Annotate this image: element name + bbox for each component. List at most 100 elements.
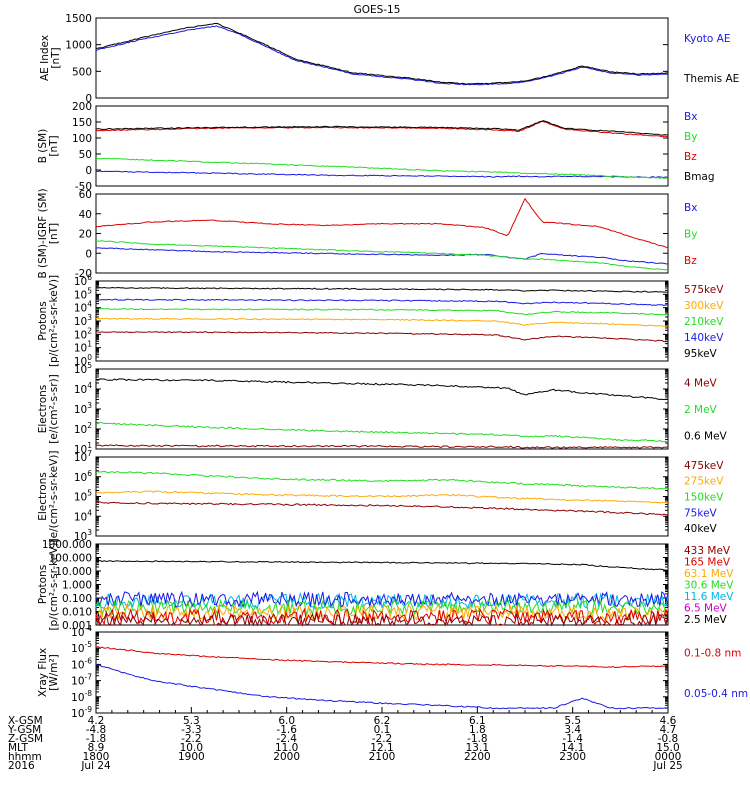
time-axis-value: 4.2 (88, 715, 105, 727)
series-line-210kev (95, 308, 669, 316)
panel-b-igrf: -20 0 20 40 60 B (SM)-IGRF (SM)[nT] Bx By Bz (37, 188, 697, 280)
time-axis: X-GSM 4.2 5.3 6.0 6.2 6.1 5.5 4.6Y-GSM -4.8 -3.3-… (7, 707, 683, 772)
series-line-0-05-0-4-nm (95, 664, 669, 710)
y-axis-label: B (SM)[nT] (37, 129, 60, 163)
time-axis-value: -4.8 (86, 724, 107, 736)
y-tick-label: 50 (79, 149, 92, 161)
legend-entry: Themis AE (683, 73, 739, 85)
y-tick-label: 100.000 (49, 553, 92, 565)
series-line-bx (95, 170, 669, 179)
legend-entry: Bx (684, 202, 697, 214)
series-line-275kev (95, 490, 669, 504)
panel-frame (95, 105, 669, 187)
legend-entry: 40keV (684, 523, 718, 535)
date-label: Jul 25 (652, 760, 682, 772)
y-tick-label: 106 (74, 469, 92, 484)
y-tick-label: 10-7 (71, 673, 92, 688)
series-line-4-mev (95, 444, 669, 449)
y-tick-label: 150 (72, 117, 92, 129)
y-tick-label: 105 (74, 489, 92, 504)
series-line-themis-ae (95, 22, 669, 85)
legend-entry: By (684, 131, 697, 143)
legend-entry: 30.6 MeV (684, 580, 734, 592)
series-line-6-5-mev (95, 590, 669, 609)
time-axis-value: 1.8 (469, 724, 486, 736)
y-tick-label: 104 (74, 508, 92, 523)
time-axis-value: 1900 (178, 751, 205, 763)
legend-entry: Bmag (684, 171, 715, 183)
time-axis-value: 2300 (559, 751, 586, 763)
legend-entry: 433 MeV (684, 545, 731, 557)
y-tick-label: -20 (75, 268, 92, 280)
series-line-433-mev (95, 611, 669, 627)
time-axis-value: -3.3 (181, 724, 202, 736)
legend-entry: 300keV (684, 300, 724, 312)
legend-entry: 63.1 MeV (684, 568, 734, 580)
y-tick-label: 10-5 (71, 640, 92, 655)
time-axis-value: 2100 (369, 751, 396, 763)
series-line-63-1-mev (95, 603, 669, 622)
y-tick-label: 107 (74, 449, 92, 464)
legend-entry: 4 MeV (684, 377, 718, 389)
y-tick-label: -50 (75, 181, 92, 193)
legend-entry: Bx (684, 111, 697, 123)
series-line-0-6-mev (95, 378, 669, 401)
legend-entry: 75keV (684, 507, 718, 519)
y-tick-label: 103 (74, 528, 92, 543)
y-tick-label: 10-6 (71, 656, 92, 671)
time-axis-value: -1.6 (276, 724, 297, 736)
series-line-475kev (95, 501, 668, 516)
date-label: Jul 24 (80, 760, 111, 772)
time-axis-value: 4.6 (660, 715, 677, 727)
time-axis-value: 15.0 (656, 742, 679, 754)
y-tick-label: 1000.000 (42, 539, 92, 551)
y-tick-label: 10-8 (71, 689, 92, 704)
panel-frame (95, 17, 669, 99)
time-axis-row-label: Y-GSM (7, 724, 41, 736)
series-line-150kev (95, 470, 669, 490)
time-axis-row-label: 2016 (8, 760, 35, 772)
legend-entry: 2 MeV (684, 404, 718, 416)
series-line-kyoto-ae (95, 25, 669, 86)
legend-entry: 165 MeV (684, 556, 731, 568)
y-tick-label: 0.100 (62, 593, 92, 605)
legend-entry: 11.6 MeV (684, 591, 734, 603)
legend-entry: 275keV (684, 476, 724, 488)
legend-entry: 475keV (684, 460, 724, 472)
y-axis-label: Electrons[e/(cm²-s-sr-keV)] (37, 451, 60, 543)
series-line-300kev (95, 317, 669, 327)
legend-entry: 2.5 MeV (684, 614, 728, 626)
legend-entry: 0.6 MeV (684, 431, 728, 443)
y-tick-label: 102 (74, 421, 92, 436)
y-tick-label: 0.001 (62, 620, 92, 632)
y-tick-label: 0.010 (62, 607, 92, 619)
time-axis-value: 0.1 (374, 724, 391, 736)
panel-frame (95, 456, 669, 537)
panel-frame (95, 193, 669, 274)
y-tick-label: 106 (74, 273, 92, 288)
time-axis-value: -2.4 (276, 733, 297, 745)
y-tick-label: 1.000 (62, 580, 92, 592)
time-axis-value: 0000 (655, 751, 682, 763)
time-axis-value: 8.9 (88, 742, 105, 754)
y-tick-label: 1500 (65, 13, 92, 25)
panel-electrons-low: 103 104 105 106 107 Electrons[e/(cm²-s-sr-keV… (37, 449, 724, 543)
y-axis-label: B (SM)-IGRF (SM)[nT] (37, 188, 60, 278)
y-tick-label: 101 (74, 340, 92, 355)
time-axis-value: 4.7 (660, 724, 677, 736)
time-axis-value: 6.2 (374, 715, 391, 727)
y-tick-label: 100 (74, 353, 92, 368)
y-tick-label: 60 (79, 189, 92, 201)
panel-electrons-high: 101 102 103 104 105 Electrons[e/(cm²-s-sr)] 4 … (37, 361, 728, 456)
chart-title: GOES-15 (354, 4, 401, 16)
series-line-bmag (95, 120, 669, 136)
y-tick-label: 104 (74, 381, 92, 396)
legend-entry: 0.05-0.4 nm (684, 688, 748, 700)
y-axis-label: Protons[p/(cm²-s-sr-keV)] (37, 275, 60, 367)
y-tick-label: 10-4 (71, 624, 92, 639)
time-axis-value: 5.3 (183, 715, 200, 727)
y-tick-label: 105 (74, 361, 92, 376)
legend-entry: By (684, 229, 697, 241)
series-line-by (95, 157, 669, 179)
